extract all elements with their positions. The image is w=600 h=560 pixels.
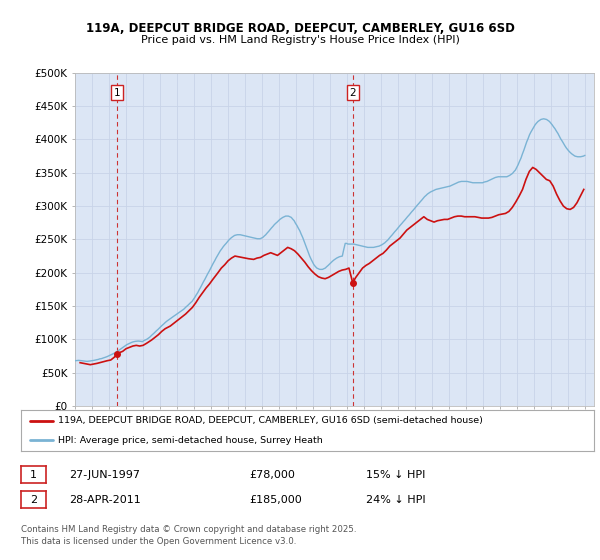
Text: £185,000: £185,000 xyxy=(249,494,302,505)
Text: Contains HM Land Registry data © Crown copyright and database right 2025.
This d: Contains HM Land Registry data © Crown c… xyxy=(21,525,356,546)
Text: £78,000: £78,000 xyxy=(249,470,295,480)
Text: HPI: Average price, semi-detached house, Surrey Heath: HPI: Average price, semi-detached house,… xyxy=(58,436,323,445)
Text: 119A, DEEPCUT BRIDGE ROAD, DEEPCUT, CAMBERLEY, GU16 6SD (semi-detached house): 119A, DEEPCUT BRIDGE ROAD, DEEPCUT, CAMB… xyxy=(58,417,483,426)
Text: 119A, DEEPCUT BRIDGE ROAD, DEEPCUT, CAMBERLEY, GU16 6SD: 119A, DEEPCUT BRIDGE ROAD, DEEPCUT, CAMB… xyxy=(86,22,514,35)
Text: 1: 1 xyxy=(30,470,37,480)
Text: 2: 2 xyxy=(30,494,37,505)
Text: 15% ↓ HPI: 15% ↓ HPI xyxy=(366,470,425,480)
Text: 2: 2 xyxy=(349,88,356,98)
Text: 27-JUN-1997: 27-JUN-1997 xyxy=(69,470,140,480)
Text: 1: 1 xyxy=(114,88,121,98)
Text: Price paid vs. HM Land Registry's House Price Index (HPI): Price paid vs. HM Land Registry's House … xyxy=(140,35,460,45)
Text: 24% ↓ HPI: 24% ↓ HPI xyxy=(366,494,425,505)
Text: 28-APR-2011: 28-APR-2011 xyxy=(69,494,141,505)
